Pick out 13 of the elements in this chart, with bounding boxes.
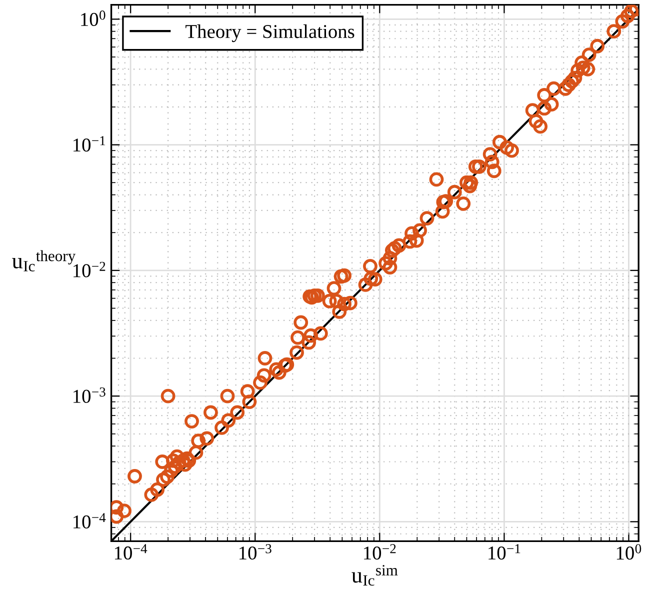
x-axis-title: u$_{Ic}$$^{sim}$	[352, 565, 398, 586]
x-tick-label: 10$^{−3}$	[240, 544, 272, 560]
x-tick-label: 10$^{−4}$	[114, 544, 148, 560]
y-tick-label: 10$^{−2}$	[74, 262, 106, 278]
legend-label: Theory = Simulations	[186, 24, 354, 42]
y-tick-label: 10$^{−3}$	[74, 387, 106, 403]
x-tick-label: 10$^{−1}$	[488, 544, 520, 560]
y-tick-label: 10$^{0}$	[81, 10, 106, 26]
y-tick-label: 10$^{−1}$	[74, 136, 106, 152]
x-tick-label: 10$^{0}$	[616, 544, 642, 560]
y-axis-title: u$_{Ic}$$^{theory}$	[12, 250, 76, 272]
x-tick-label: 10$^{−2}$	[364, 544, 396, 560]
y-tick-label: 10$^{−4}$	[74, 513, 106, 528]
